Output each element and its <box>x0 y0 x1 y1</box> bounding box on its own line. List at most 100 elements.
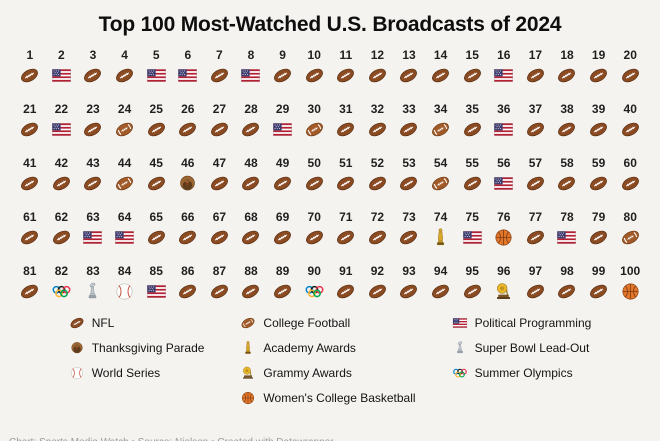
rank-number: 91 <box>339 264 353 278</box>
rank-number: 83 <box>86 264 100 278</box>
rank-cell: 95 <box>456 265 488 302</box>
football-icon <box>525 119 546 140</box>
rank-number: 38 <box>560 102 574 116</box>
turkey-icon <box>177 173 198 194</box>
rank-number: 46 <box>181 156 195 170</box>
football-icon <box>398 119 419 140</box>
football-icon <box>51 227 72 248</box>
rank-number: 61 <box>23 210 37 224</box>
football-icon <box>335 65 356 86</box>
rank-number: 95 <box>465 264 479 278</box>
rank-number: 100 <box>620 264 641 278</box>
football-icon <box>69 315 85 331</box>
rank-number: 52 <box>370 156 385 170</box>
football-icon <box>304 173 325 194</box>
football-icon <box>19 65 40 86</box>
rank-cell: 47 <box>204 157 236 194</box>
football-icon <box>272 281 293 302</box>
legend-item-pol: Political Programming <box>452 315 591 331</box>
rank-grid: 1 2 3 4 5 6 7 8 9 10 11 12 13 14 15 16 17 18 19 20 21 22 23 24 2… <box>14 49 646 302</box>
rank-cell: 92 <box>362 265 394 302</box>
rank-number: 82 <box>54 264 69 278</box>
rank-number: 81 <box>23 264 37 278</box>
football-icon <box>588 119 609 140</box>
football-icon <box>240 173 261 194</box>
rank-number: 5 <box>152 48 160 62</box>
rank-number: 16 <box>497 48 511 62</box>
rank-number: 72 <box>370 210 385 224</box>
football-icon <box>588 227 609 248</box>
rank-number: 10 <box>307 48 321 62</box>
us-flag-icon <box>272 119 293 140</box>
legend-label: NFL <box>91 316 115 330</box>
rank-cell: 38 <box>551 103 583 140</box>
rank-number: 7 <box>216 48 223 62</box>
football-icon <box>398 173 419 194</box>
rank-cell: 79 <box>583 211 615 248</box>
rank-number: 21 <box>23 102 37 116</box>
football-icon <box>209 65 230 86</box>
rank-cell: 1 <box>14 49 46 86</box>
rank-cell: 28 <box>235 103 267 140</box>
basketball-icon <box>493 227 514 248</box>
rank-cell: 21 <box>14 103 46 140</box>
rank-cell: 91 <box>330 265 362 302</box>
rank-cell: 27 <box>204 103 236 140</box>
football-icon <box>335 119 356 140</box>
rank-number: 29 <box>275 102 290 116</box>
rank-cell: 23 <box>77 103 109 140</box>
rank-number: 65 <box>149 210 163 224</box>
rank-number: 27 <box>212 102 227 116</box>
rank-cell: 48 <box>235 157 267 194</box>
football-icon <box>146 227 167 248</box>
football-icon <box>209 173 230 194</box>
rank-number: 19 <box>591 48 606 62</box>
oscar-statuette-icon <box>240 340 256 356</box>
us-flag-icon <box>493 65 514 86</box>
rank-number: 84 <box>117 264 132 278</box>
baseball-icon <box>69 365 85 381</box>
rank-cell: 36 <box>488 103 520 140</box>
rank-number: 39 <box>591 102 606 116</box>
rank-number: 31 <box>339 102 353 116</box>
rank-number: 73 <box>402 210 416 224</box>
legend-column: NFL Thanksgiving Parade World Series <box>69 315 204 381</box>
rank-number: 78 <box>560 210 574 224</box>
football-icon <box>556 173 577 194</box>
rank-cell: 51 <box>330 157 362 194</box>
rank-cell: 49 <box>267 157 299 194</box>
rank-number: 79 <box>591 210 606 224</box>
football-icon <box>525 65 546 86</box>
rank-cell: 100 <box>614 265 646 302</box>
college-football-icon <box>430 173 451 194</box>
football-icon <box>462 173 483 194</box>
football-icon <box>19 173 40 194</box>
rank-number: 20 <box>623 48 637 62</box>
rank-cell: 45 <box>140 157 172 194</box>
rank-cell: 55 <box>456 157 488 194</box>
rank-cell: 89 <box>267 265 299 302</box>
football-icon <box>367 173 388 194</box>
rank-number: 93 <box>402 264 416 278</box>
rank-number: 55 <box>465 156 479 170</box>
rank-number: 70 <box>307 210 321 224</box>
legend-item-cfb: College Football <box>240 315 415 331</box>
rank-cell: 11 <box>330 49 362 86</box>
rank-cell: 19 <box>583 49 615 86</box>
rank-cell: 41 <box>14 157 46 194</box>
football-icon <box>620 173 641 194</box>
rank-cell: 70 <box>298 211 330 248</box>
rank-cell: 16 <box>488 49 520 86</box>
football-icon <box>462 65 483 86</box>
rank-cell: 53 <box>393 157 425 194</box>
rank-cell: 2 <box>46 49 78 86</box>
rank-cell: 56 <box>488 157 520 194</box>
rank-number: 92 <box>370 264 385 278</box>
college-football-icon <box>240 315 256 331</box>
us-flag-icon <box>114 227 135 248</box>
rank-cell: 61 <box>14 211 46 248</box>
football-icon <box>240 227 261 248</box>
legend-column: College Football Academy Awards Grammy Awa… <box>240 315 416 406</box>
football-icon <box>398 227 419 248</box>
football-icon <box>398 281 419 302</box>
